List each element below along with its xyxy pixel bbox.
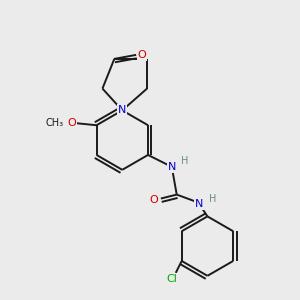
Text: O: O	[150, 194, 158, 205]
Text: H: H	[209, 194, 216, 203]
Text: N: N	[118, 105, 126, 116]
Text: H: H	[181, 156, 188, 166]
Text: N: N	[195, 200, 204, 209]
Text: Cl: Cl	[167, 274, 177, 284]
Text: CH₃: CH₃	[46, 118, 64, 128]
Text: O: O	[68, 118, 76, 128]
Text: O: O	[138, 50, 146, 60]
Text: N: N	[168, 162, 176, 172]
